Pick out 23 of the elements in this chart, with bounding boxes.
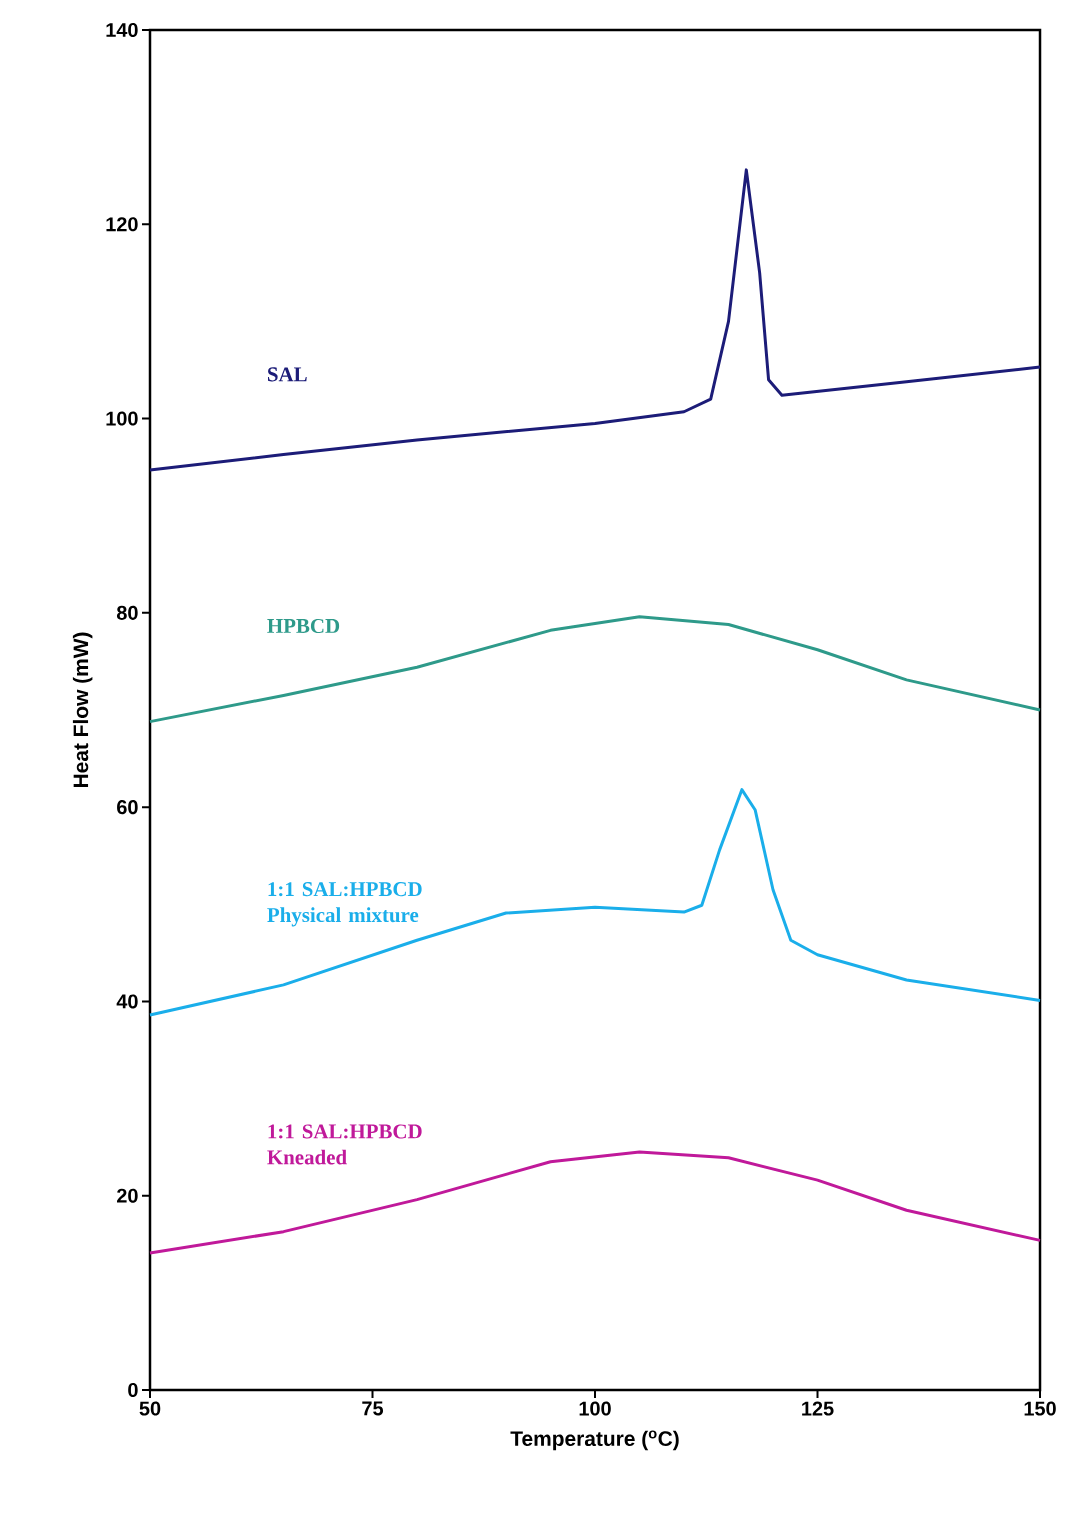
y-axis-title: Heat Flow (mW) [72,632,93,788]
series-label: 1:1 SAL:HPBCD Kneaded [267,1124,422,1165]
x-tick-label: 150 [1024,1401,1056,1416]
text: HPBCD [267,618,340,634]
line-series [148,168,1042,472]
y-tick-label: 140 [106,22,138,38]
series-label: 1:1 SAL:HPBCD Physical mixture [267,882,422,927]
x-tick-label: 50 [139,1401,161,1416]
text: SAL [268,367,307,382]
y-tick-label: 0 [128,1382,138,1398]
y-tick-label: 20 [117,1188,138,1203]
line-series [148,788,1042,1017]
line-series [148,1150,1042,1255]
x-axis-title: Temperature ($^{o}$C) [510,1430,679,1451]
x-tick-label: 125 [802,1401,834,1416]
x-tick-label: 75 [362,1401,384,1416]
line-series [148,615,1042,724]
y-tick-label: 80 [116,605,138,620]
y-tick-label: 100 [106,411,138,426]
y-tick-label: 120 [106,217,138,232]
y-tick-label: 60 [117,800,138,815]
x-tick-label: 100 [579,1401,611,1416]
y-tick-label: 40 [116,994,138,1009]
